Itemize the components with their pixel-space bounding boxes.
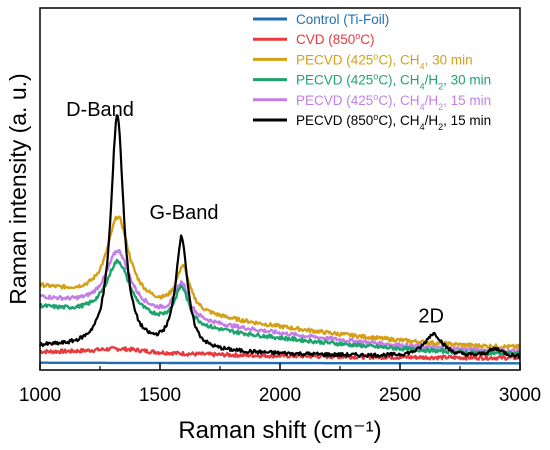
legend: Control (Ti-Foil) CVD (850oC) PECVD (425oC… <box>253 12 491 132</box>
x-axis-label: Raman shift (cm⁻¹) <box>178 417 381 444</box>
x-tick-label: 1000 <box>19 385 61 406</box>
series-line-2 <box>39 346 521 361</box>
x-tick-label: 2000 <box>259 385 301 406</box>
x-tick-label: 3000 <box>499 385 541 406</box>
legend-label-4: PECVD (425oC), CH4/H2, 30 min <box>296 72 491 92</box>
series-line-6 <box>38 114 521 359</box>
series-line-3 <box>39 215 522 350</box>
y-axis-label: Raman intensity (a. u.) <box>5 73 31 304</box>
d-band-label: D-Band <box>66 99 134 121</box>
series-line-5 <box>38 258 522 357</box>
annotations: D-Band G-Band 2D <box>66 99 444 328</box>
x-tick-label: 1500 <box>139 385 181 406</box>
2d-band-label: 2D <box>418 305 444 327</box>
series-layer <box>38 114 522 365</box>
series-line-4 <box>39 249 521 354</box>
legend-label-1: Control (Ti-Foil) <box>296 12 389 27</box>
legend-label-5: PECVD (425oC), CH4/H2, 15 min <box>296 92 491 112</box>
g-band-label: G-Band <box>150 202 219 224</box>
legend-label-2: CVD (850oC) <box>296 31 375 47</box>
legend-label-3: PECVD (425oC), CH4, 30 min <box>296 51 473 71</box>
x-axis-ticks: 1000 1500 2000 2500 3000 <box>19 363 541 406</box>
legend-label-6: PECVD (850oC), CH4/H2, 15 min <box>296 112 491 132</box>
x-tick-label: 2500 <box>379 385 421 406</box>
